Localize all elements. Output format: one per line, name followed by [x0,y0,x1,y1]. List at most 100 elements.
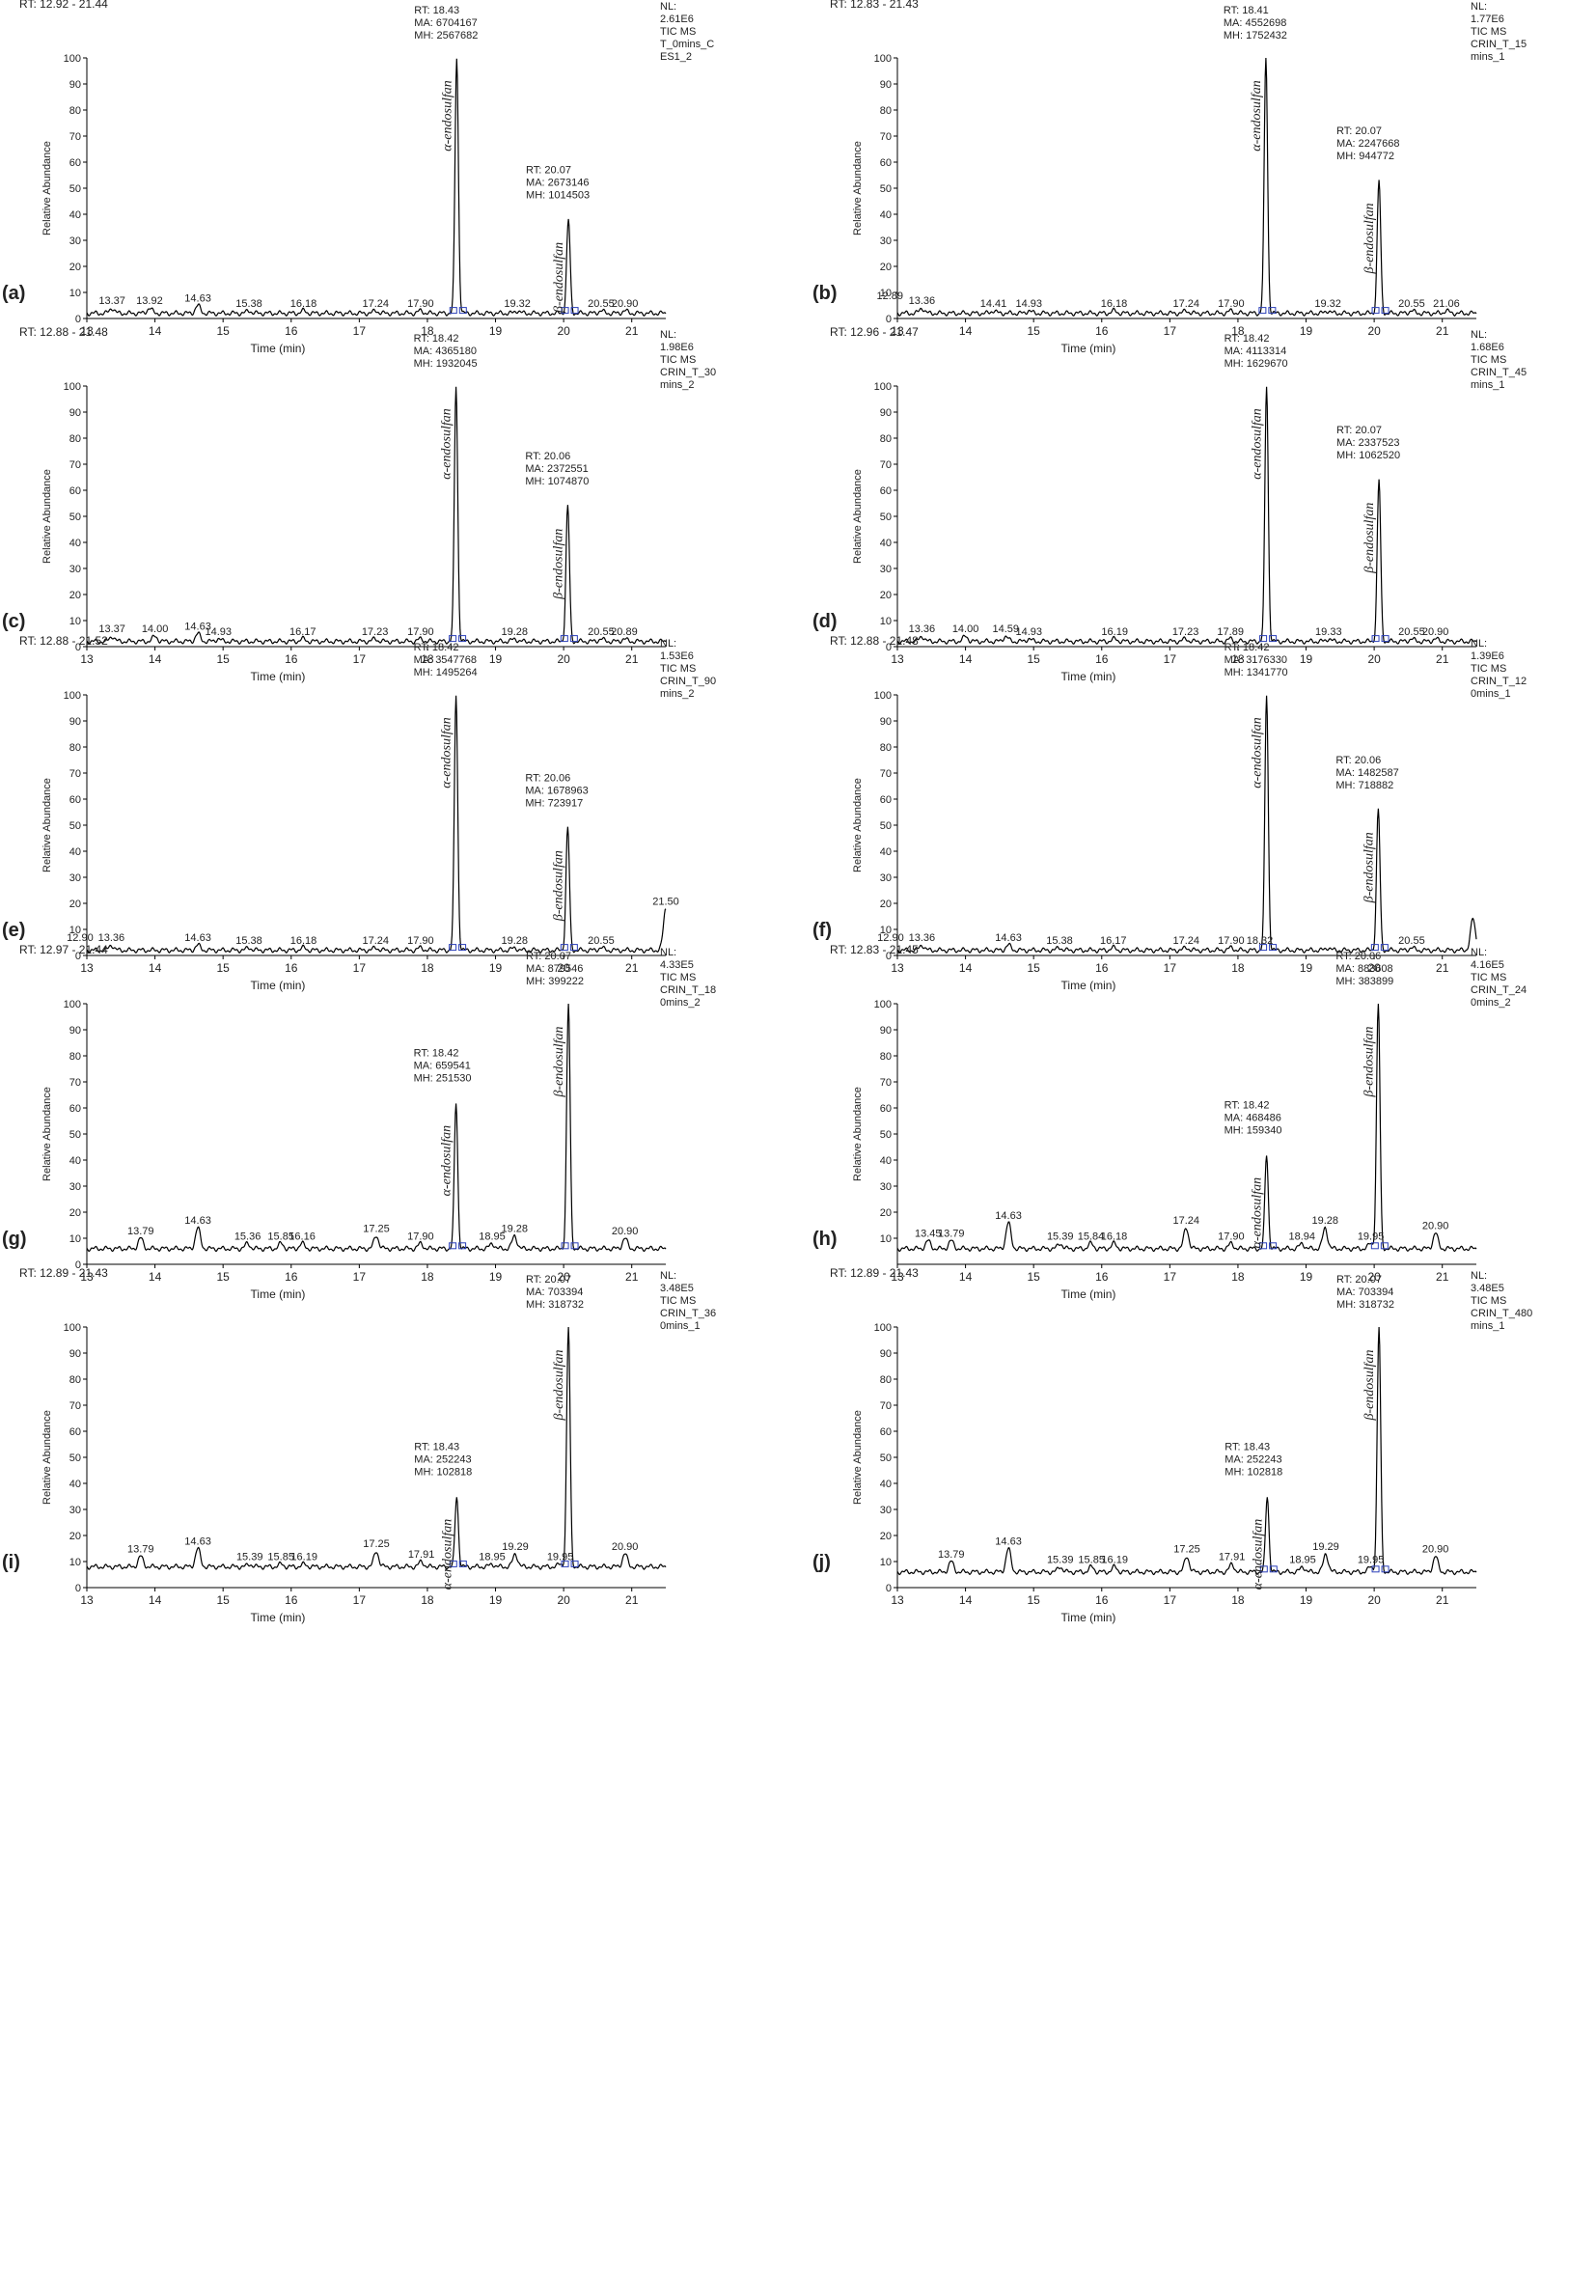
peak-annotation: RT: 18.41 [1224,5,1269,16]
x-tick-label: 19 [489,961,503,975]
chromatogram-trace [86,695,667,954]
peak-rt-label: 14.00 [952,623,979,635]
y-tick-label: 80 [69,1374,81,1386]
chromatogram-panel: RT: 12.97 - 21.4401020304050607080901001… [2,943,716,1301]
peak-rt-label: 20.90 [1422,1544,1449,1556]
chromatogram-panel: RT: 12.88 - 21.4801020304050607080901001… [812,634,1527,992]
rt-range-label: RT: 12.83 - 21.43 [830,0,919,11]
y-tick-label: 0 [75,314,81,325]
integration-marker [560,944,568,952]
peak-annotation: MH: 1932045 [414,358,478,370]
peak-rt-label: 17.24 [1173,298,1200,310]
peak-annotation: RT: 20.07 [526,1274,571,1286]
y-tick-label: 80 [880,1051,892,1063]
peak-annotation: MH: 1752432 [1224,30,1287,41]
peak-annotation: MH: 383899 [1335,976,1393,987]
peak-rt-label: 16.17 [1100,935,1127,947]
peak-rt-label: 14.63 [184,622,211,633]
y-axis-title: Relative Abundance [852,141,864,235]
peak-annotation: MH: 718882 [1335,780,1393,791]
y-tick-label: 40 [880,1155,892,1167]
peak-rt-label: 14.93 [205,626,232,638]
y-tick-label: 0 [75,642,81,653]
x-tick-label: 13 [80,1270,94,1284]
x-tick-label: 20 [1367,1270,1381,1284]
y-tick-label: 50 [880,1452,892,1464]
peak-annotation: MA: 6704167 [414,17,477,29]
integration-marker [449,1560,457,1567]
peak-annotation: RT: 18.43 [414,1442,459,1453]
peak-annotation: RT: 18.42 [414,333,459,345]
y-tick-label: 70 [880,1077,892,1089]
y-tick-label: 70 [69,131,81,143]
x-tick-label: 16 [1095,1593,1109,1607]
peak-rt-label: 20.90 [1422,1221,1449,1232]
x-tick-label: 14 [149,324,162,338]
peak-rt-label: 18.95 [479,1552,506,1563]
compound-name-label: β-endosulfan [1362,503,1377,574]
file-name-label: mins_2 [660,379,694,391]
nl-label: NL: [1471,329,1487,341]
x-tick-label: 20 [557,652,570,666]
peak-rt-label: 14.63 [995,1210,1022,1222]
x-tick-label: 15 [216,324,230,338]
y-tick-label: 60 [69,794,81,806]
x-tick-label: 18 [1231,652,1245,666]
y-tick-label: 60 [69,157,81,169]
x-tick-label: 16 [285,1270,298,1284]
compound-name-label: α-endosulfan [440,717,454,788]
chromatogram-trace [86,386,667,646]
chromatogram-panel: RT: 12.88 - 21.5201020304050607080901001… [2,634,716,992]
x-tick-label: 16 [1095,652,1109,666]
peak-rt-label: 21.06 [1433,298,1460,310]
peak-rt-label: 20.90 [612,1541,639,1553]
peak-rt-label: 12.89 [876,290,903,302]
chromatogram-trace [86,1326,667,1570]
peak-rt-label: 17.91 [1219,1552,1246,1563]
nl-label: NL: [1471,947,1487,958]
y-tick-label: 50 [880,820,892,832]
nl-label: NL: [660,1270,676,1282]
y-tick-label: 100 [874,999,892,1010]
peak-rt-label: 17.23 [1172,626,1199,638]
rt-range-label: RT: 12.89 - 21.43 [830,1266,919,1280]
compound-name-label: β-endosulfan [552,1026,566,1097]
peak-rt-label: 15.85 [1078,1554,1105,1565]
integration-marker [1381,307,1390,315]
x-tick-label: 19 [1300,652,1313,666]
y-tick-label: 50 [880,512,892,523]
y-tick-label: 60 [69,1103,81,1115]
integration-marker [1268,307,1277,315]
integration-marker [1259,635,1268,643]
x-tick-label: 17 [1164,324,1177,338]
y-tick-label: 50 [69,512,81,523]
x-tick-label: 14 [149,652,162,666]
y-tick-label: 70 [880,459,892,471]
chromatogram-trace [896,695,1477,954]
x-axis-title: Time (min) [251,670,306,683]
compound-name-label: α-endosulfan [440,1125,454,1196]
x-tick-label: 17 [1164,652,1177,666]
x-tick-label: 20 [1367,961,1381,975]
y-tick-label: 40 [880,538,892,549]
y-tick-label: 30 [69,564,81,575]
y-tick-label: 40 [69,846,81,858]
y-tick-label: 50 [880,183,892,195]
peak-rt-label: 20.55 [1398,935,1425,947]
y-tick-label: 30 [880,1181,892,1193]
y-tick-label: 80 [69,105,81,117]
compound-name-label: α-endosulfan [1251,1177,1265,1248]
compound-name-label: β-endosulfan [551,529,565,600]
x-tick-label: 16 [285,652,298,666]
x-tick-label: 13 [80,961,94,975]
integration-marker [561,307,569,315]
integration-marker [1380,1242,1389,1250]
peak-rt-label: 12.90 [67,932,94,944]
y-tick-label: 90 [880,1348,892,1360]
rt-range-label: RT: 12.92 - 21.44 [19,0,108,11]
peak-rt-label: 13.79 [127,1544,154,1556]
x-tick-label: 14 [149,961,162,975]
y-tick-label: 50 [69,820,81,832]
peak-annotation: MA: 4552698 [1224,17,1286,29]
file-name-label: CRIN_T_480 [1471,1308,1532,1319]
